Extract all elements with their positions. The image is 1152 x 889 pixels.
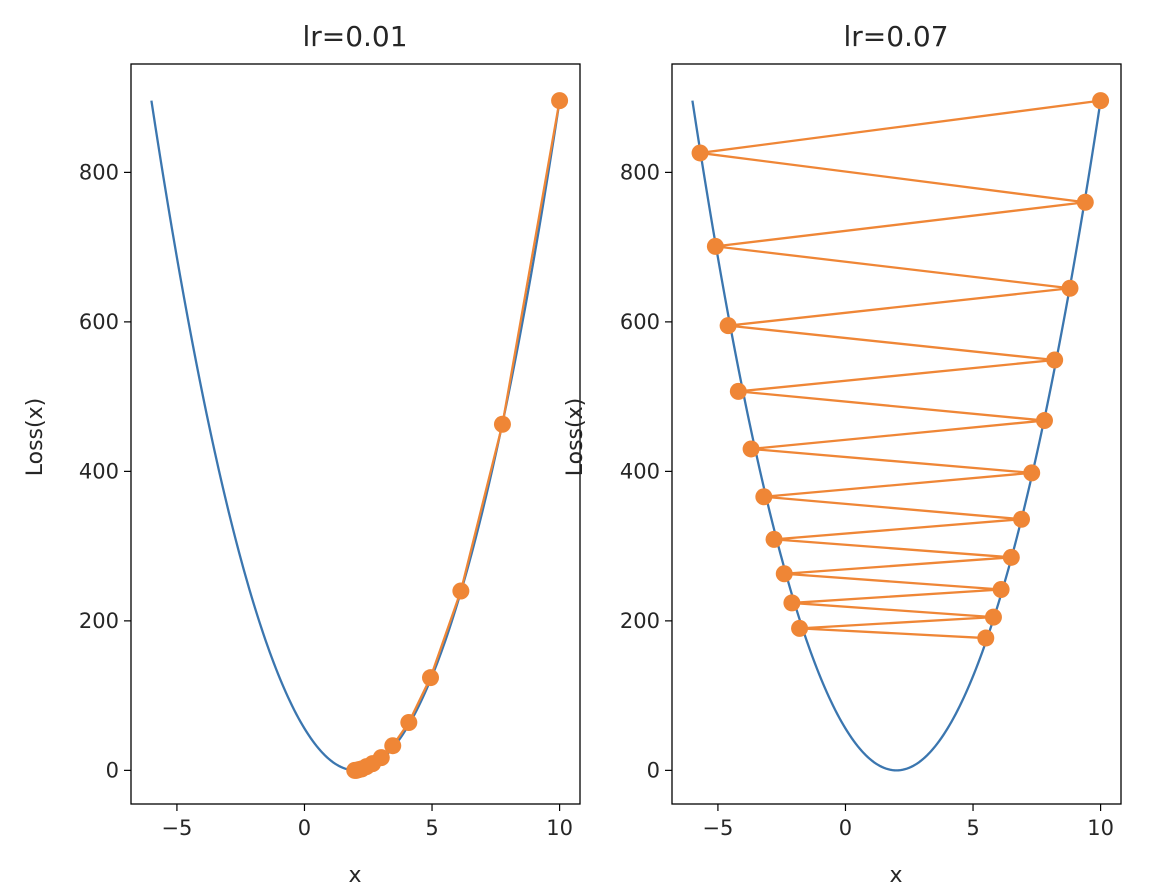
descent-point [422,669,439,687]
descent-point [493,415,511,433]
plot-area [150,100,561,772]
descent-point [1002,548,1020,566]
x-tick-label: −5 [702,816,733,840]
descent-point [1035,412,1053,430]
chart-title: lr=0.07 [843,20,948,53]
descent-point [755,488,773,506]
plot-area [691,99,1102,772]
descent-point [742,440,760,458]
descent-point [775,565,793,583]
y-tick-label: 800 [79,160,119,184]
descent-point [992,580,1010,598]
descent-point [719,317,737,335]
descent-point [1061,279,1079,297]
axes-frame [671,63,1122,805]
x-axis-label: x [348,863,361,888]
x-tick-label: 10 [1087,816,1114,840]
x-axis-label: x [889,863,902,888]
descent-point [691,144,709,162]
descent-point [706,237,724,255]
descent-path-line [699,99,1101,640]
descent-point [791,619,809,637]
y-tick-label: 400 [79,459,119,483]
x-tick-label: 5 [966,816,979,840]
descent-point [1013,510,1031,528]
x-tick-label: 5 [425,816,438,840]
descent-point [977,629,995,647]
descent-point [765,530,783,548]
y-tick-label: 0 [647,758,660,782]
descent-point [1076,193,1094,211]
x-tick-label: 10 [546,816,573,840]
x-tick-label: 0 [298,816,311,840]
descent-point [729,382,747,400]
y-tick-label: 800 [620,160,660,184]
descent-path-line [354,100,561,772]
y-tick-label: 0 [106,758,119,782]
loss-curve-line [150,100,561,772]
y-tick-label: 200 [79,609,119,633]
descent-point [384,737,402,755]
descent-point [1046,351,1064,369]
axes-frame [130,63,581,805]
y-axis-label: Loss(x) [563,398,588,476]
y-axis-label: Loss(x) [23,398,48,476]
y-tick-label: 400 [620,459,660,483]
descent-point [1092,92,1110,110]
x-tick-label: 0 [839,816,852,840]
descent-point [452,582,470,600]
y-tick-label: 600 [620,310,660,334]
subplot-lr-0-07: lr=0.07 x Loss(x) −5 0 5 10 0 200 400 600 800 [563,20,1122,888]
y-tick-label: 200 [620,609,660,633]
subplot-lr-0-01: lr=0.01 x Loss(x) −5 0 5 10 0 200 400 600 800 [23,20,581,888]
x-tick-label: −5 [161,816,192,840]
descent-point [400,714,418,732]
descent-point [551,92,569,110]
y-tick-label: 600 [79,310,119,334]
descent-point [346,761,364,779]
descent-point [984,608,1002,626]
chart-title: lr=0.01 [302,20,407,53]
descent-point [783,594,801,612]
descent-point [1023,464,1041,482]
